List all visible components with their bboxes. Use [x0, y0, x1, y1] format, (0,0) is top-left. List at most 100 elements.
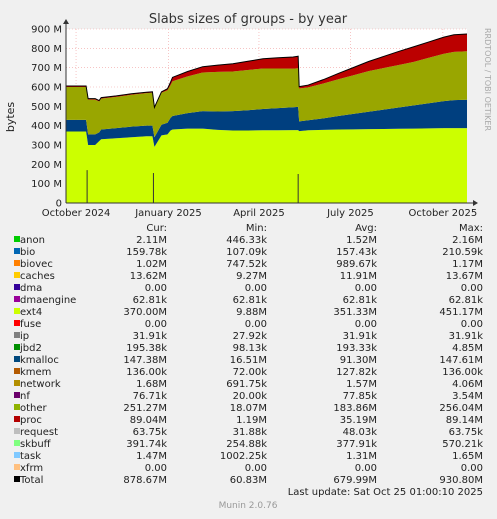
- y-tick-label: 200 M: [31, 160, 62, 171]
- x-tick-label: October 2025: [409, 208, 478, 219]
- area-ext4: [66, 128, 467, 203]
- legend-name: Total: [19, 475, 43, 486]
- legend-name: biovec: [20, 259, 53, 270]
- legend-name: dma: [20, 283, 42, 294]
- legend-min: 72.00k: [233, 367, 268, 378]
- legend-swatch-nf: [14, 392, 20, 398]
- chart-title: Slabs sizes of groups - by year: [149, 12, 348, 27]
- legend-avg: 1.52M: [346, 235, 377, 246]
- legend-header: Cur:: [146, 223, 167, 234]
- legend-min: 31.88k: [233, 427, 268, 438]
- x-tick-labels: October 2024 January 2025 April 2025 July 2…: [42, 208, 477, 219]
- legend-cur: 251.27M: [123, 403, 167, 414]
- legend-swatch-biovec: [14, 260, 20, 266]
- legend: Cur: Min: Avg: Max: anon 2.11M 446.33k 1.52M 2.1…: [14, 223, 483, 486]
- legend-cur: 76.71k: [133, 391, 168, 402]
- total-line: [66, 33, 468, 110]
- legend-min: 107.09k: [226, 247, 267, 258]
- legend-max: 13.67M: [446, 271, 483, 282]
- legend-avg: 48.03k: [343, 427, 378, 438]
- legend-name: proc: [20, 415, 42, 426]
- legend-name: caches: [20, 271, 55, 282]
- area-kmalloc: [66, 99, 467, 147]
- legend-avg: 1.31M: [346, 451, 377, 462]
- last-update: Last update: Sat Oct 25 01:00:10 2025: [288, 487, 483, 498]
- legend-name: kmalloc: [20, 355, 59, 366]
- legend-name: ext4: [20, 307, 42, 318]
- legend-max: 31.91k: [449, 331, 484, 342]
- legend-max: 1.65M: [452, 451, 483, 462]
- legend-avg: 35.19M: [340, 415, 377, 426]
- legend-min: 62.81k: [233, 295, 268, 306]
- legend-max: 1.17M: [452, 259, 483, 270]
- y-tick-label: 500 M: [31, 102, 62, 113]
- legend-avg: 0.00: [355, 283, 377, 294]
- legend-cur: 1.47M: [136, 451, 167, 462]
- legend-avg: 11.91M: [340, 271, 377, 282]
- legend-cur: 195.38k: [126, 343, 167, 354]
- x-tick-label: January 2025: [134, 208, 202, 219]
- legend-max: 930.80M: [439, 475, 483, 486]
- legend-cur: 1.02M: [136, 259, 167, 270]
- legend-name: ip: [20, 331, 29, 342]
- y-tick-label: 700 M: [31, 63, 62, 74]
- legend-max: 2.16M: [452, 235, 483, 246]
- y-axis-label: bytes: [4, 102, 17, 133]
- legend-min: 9.88M: [236, 307, 267, 318]
- legend-header: Min:: [246, 223, 267, 234]
- legend-max: 89.14M: [446, 415, 483, 426]
- legend-max: 570.21k: [442, 439, 483, 450]
- y-tick-label: 300 M: [31, 141, 62, 152]
- legend-avg: 989.67k: [336, 259, 377, 270]
- legend-swatch-task: [14, 452, 20, 458]
- legend-swatch-fuse: [14, 320, 20, 326]
- legend-cur: 391.74k: [126, 439, 167, 450]
- legend-swatch-proc: [14, 416, 20, 422]
- legend-swatch-xfrm: [14, 464, 20, 470]
- area-other: [66, 51, 467, 138]
- legend-name: dmaengine: [20, 295, 76, 306]
- y-tick-label: 400 M: [31, 121, 62, 132]
- legend-min: 691.75k: [226, 379, 267, 390]
- legend-swatch-anon: [14, 236, 20, 242]
- legend-cur: 147.38M: [123, 355, 167, 366]
- legend-swatch-bio: [14, 248, 20, 254]
- legend-max: 62.81k: [449, 295, 484, 306]
- legend-avg: 157.43k: [336, 247, 377, 258]
- legend-swatch-ext4: [14, 308, 20, 314]
- legend-cur: 63.75k: [133, 427, 168, 438]
- legend-min: 18.07M: [230, 403, 267, 414]
- legend-max: 210.59k: [442, 247, 483, 258]
- x-tick-label: April 2025: [233, 208, 284, 219]
- legend-swatch-dmaengine: [14, 296, 20, 302]
- legend-name: kmem: [20, 367, 51, 378]
- legend-min: 1002.25k: [220, 451, 267, 462]
- munin-version: Munin 2.0.76: [219, 501, 278, 511]
- legend-swatch-Total: [14, 476, 20, 482]
- legend-name: jbd2: [19, 343, 42, 354]
- legend-swatch-network: [14, 380, 20, 386]
- legend-avg: 0.00: [355, 463, 377, 474]
- legend-cur: 0.00: [145, 463, 167, 474]
- legend-max: 3.54M: [452, 391, 483, 402]
- legend-min: 0.00: [245, 319, 267, 330]
- legend-cur: 1.68M: [136, 379, 167, 390]
- legend-avg: 1.57M: [346, 379, 377, 390]
- legend-max: 256.04M: [439, 403, 483, 414]
- legend-max: 4.85M: [452, 343, 483, 354]
- legend-max: 0.00: [461, 283, 483, 294]
- legend-avg: 91.30M: [340, 355, 377, 366]
- rrdtool-credit: RRDTOOL / TOBI OETIKER: [483, 28, 492, 131]
- legend-name: other: [20, 403, 48, 414]
- x-tick-label: October 2024: [42, 208, 111, 219]
- legend-avg: 0.00: [355, 319, 377, 330]
- legend-max: 0.00: [461, 463, 483, 474]
- legend-avg: 377.91k: [336, 439, 377, 450]
- legend-cur: 0.00: [145, 283, 167, 294]
- legend-max: 4.06M: [452, 379, 483, 390]
- legend-cur: 0.00: [145, 319, 167, 330]
- legend-cur: 31.91k: [133, 331, 168, 342]
- legend-name: request: [20, 427, 58, 438]
- legend-swatch-kmalloc: [14, 356, 20, 362]
